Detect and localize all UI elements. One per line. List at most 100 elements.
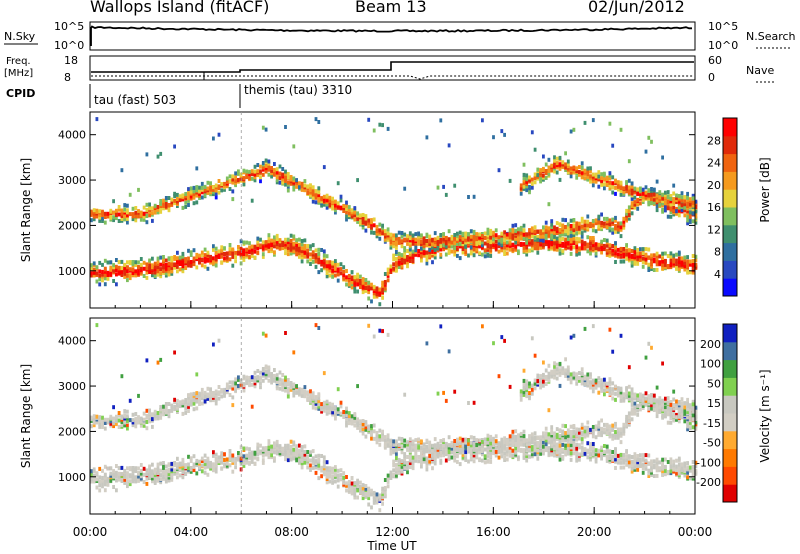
power-cell xyxy=(655,200,659,205)
velocity-cell xyxy=(339,468,343,473)
power-cell xyxy=(403,246,407,251)
power-cell xyxy=(278,245,282,250)
power-cell xyxy=(686,204,689,208)
power-cell xyxy=(383,286,387,291)
power-cell xyxy=(317,198,321,203)
velocity-cell xyxy=(494,449,498,454)
power-cell xyxy=(359,281,362,286)
velocity-cell xyxy=(564,437,567,442)
velocity-cell xyxy=(558,383,562,388)
power-cell xyxy=(317,247,321,252)
velocity-cell xyxy=(159,461,163,466)
power-cell xyxy=(475,239,479,244)
velocity-cell xyxy=(192,407,196,412)
power-cell xyxy=(356,278,359,283)
power-cell xyxy=(664,194,667,199)
velocity-cell xyxy=(220,394,224,399)
power-cell xyxy=(109,213,113,218)
power-cell xyxy=(372,217,376,222)
velocity-cell xyxy=(359,487,362,492)
power-cell xyxy=(181,269,185,274)
velocity-cell xyxy=(375,500,379,505)
velocity-cell xyxy=(167,462,171,467)
velocity-cell xyxy=(173,407,176,412)
power-cell xyxy=(317,186,321,191)
velocity-cell xyxy=(467,448,470,453)
power-cell xyxy=(400,263,404,268)
power-cell xyxy=(223,246,226,251)
power-cell xyxy=(597,224,601,229)
power-cell xyxy=(553,244,556,248)
power-cell xyxy=(647,192,651,197)
velocity-cell xyxy=(223,387,226,392)
power-cell xyxy=(680,256,684,261)
power-cell xyxy=(664,262,667,267)
velocity-cell xyxy=(126,414,129,419)
power-cell xyxy=(359,274,362,279)
velocity-cell xyxy=(198,395,201,400)
power-cell xyxy=(489,248,493,253)
power-cell xyxy=(381,280,384,285)
power-cell xyxy=(264,166,268,171)
power-cell xyxy=(331,206,334,211)
velocity-cell xyxy=(522,442,526,447)
power-cell xyxy=(611,244,615,248)
power-cell xyxy=(173,201,176,206)
power-cell xyxy=(436,235,440,240)
velocity-cell xyxy=(420,456,423,461)
velocity-cell xyxy=(422,446,426,451)
power-cell xyxy=(691,200,695,205)
velocity-cell xyxy=(187,466,190,471)
velocity-cell xyxy=(486,450,490,455)
power-cell xyxy=(533,147,537,152)
velocity-cell xyxy=(350,476,354,481)
power-cell xyxy=(528,175,531,180)
power-cell xyxy=(237,178,240,182)
velocity-cell xyxy=(367,424,371,429)
velocity-cell xyxy=(372,436,376,441)
velocity-cell xyxy=(228,380,232,385)
power-cell xyxy=(469,234,473,239)
power-cell xyxy=(683,267,687,272)
power-cell xyxy=(289,177,293,182)
colorbar-swatch xyxy=(723,171,737,190)
power-cell xyxy=(575,223,579,228)
velocity-cell xyxy=(408,444,412,449)
power-cell xyxy=(666,214,670,219)
power-cell xyxy=(625,186,628,191)
nsearch-label: N.Search xyxy=(746,30,796,43)
velocity-cell xyxy=(544,377,548,382)
power-cell xyxy=(181,260,185,265)
power-cell xyxy=(633,259,637,264)
power-cell xyxy=(594,179,598,184)
power-cell xyxy=(411,252,415,257)
power-cell xyxy=(95,265,99,270)
power-cell xyxy=(616,252,620,257)
velocity-cell xyxy=(447,349,451,354)
velocity-cell xyxy=(220,457,224,462)
velocity-cell xyxy=(286,446,290,451)
velocity-cell xyxy=(112,471,115,476)
velocity-cell xyxy=(345,406,348,411)
power-cell xyxy=(489,253,493,258)
velocity-cell xyxy=(558,457,562,462)
velocity-cell xyxy=(550,428,554,433)
power-cell xyxy=(550,222,554,227)
velocity-cell xyxy=(162,404,165,409)
power-cell xyxy=(608,183,612,188)
velocity-cell xyxy=(206,464,210,469)
power-cell xyxy=(597,170,601,175)
power-cell xyxy=(417,249,420,253)
power-cell xyxy=(359,213,362,218)
power-cell xyxy=(131,267,135,272)
power-cell xyxy=(522,184,526,189)
power-cell xyxy=(195,265,199,270)
power-cell xyxy=(483,236,487,240)
power-cell xyxy=(428,247,432,252)
velocity-cell xyxy=(433,448,437,453)
power-cell xyxy=(616,183,620,188)
power-cell xyxy=(625,243,628,248)
velocity-cell xyxy=(542,448,545,453)
power-cell xyxy=(580,219,584,224)
velocity-cell xyxy=(533,431,537,436)
